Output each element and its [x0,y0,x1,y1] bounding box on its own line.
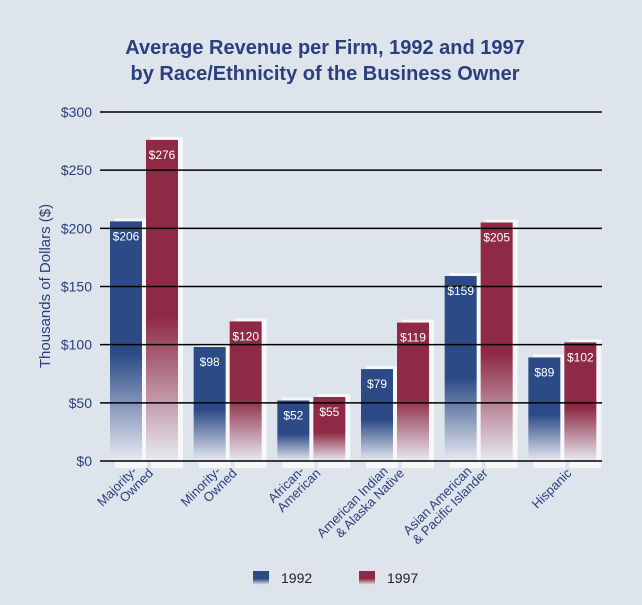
legend-label: 1997 [387,570,418,586]
value-label: $102 [567,350,594,364]
legend-swatch [253,571,269,585]
bar [361,369,393,461]
value-label: $205 [483,231,510,245]
bar [528,357,561,461]
y-tick-label: $100 [61,337,92,353]
legend-swatch [359,571,375,585]
value-label: $119 [400,331,426,345]
bar [193,346,226,461]
value-label: $276 [149,148,176,162]
value-label: $55 [319,405,339,419]
bar [146,139,178,462]
value-label: $98 [200,355,220,369]
value-label: $52 [283,409,303,423]
legend-label: 1992 [281,570,312,586]
y-tick-label: $0 [76,453,92,469]
chart-subtitle: by Race/Ethnicity of the Business Owner [131,63,520,85]
bar [110,221,142,461]
y-tick-label: $150 [61,279,92,295]
y-tick-label: $50 [69,395,93,411]
bar [480,222,513,461]
value-label: $120 [232,329,259,343]
y-tick-label: $200 [61,220,92,236]
value-label: $206 [113,229,140,243]
bar [564,342,597,461]
value-label: $79 [367,377,387,391]
bar [444,276,477,461]
bar [397,322,429,461]
value-label: $159 [447,284,474,298]
y-axis-label: Thousands of Dollars ($) [37,204,54,368]
y-tick-label: $300 [61,104,92,120]
value-label: $89 [534,365,554,379]
bar [313,397,346,461]
bar [277,400,310,461]
y-tick-label: $250 [61,162,92,178]
chart-title: Average Revenue per Firm, 1992 and 1997 [125,37,524,59]
